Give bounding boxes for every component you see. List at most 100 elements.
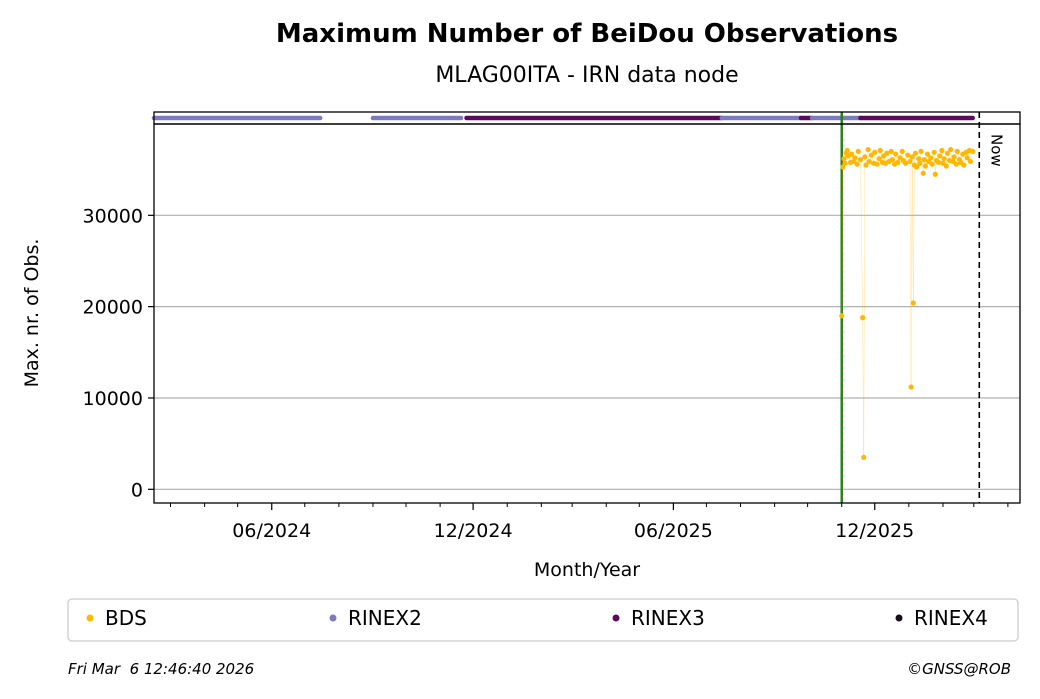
- bds-point: [943, 163, 949, 169]
- bds-point: [929, 161, 935, 167]
- bds-point: [937, 153, 943, 159]
- legend-label-rinex2: RINEX2: [348, 606, 422, 630]
- y-tick-label: 30000: [83, 205, 143, 227]
- y-axis: 0 10000 20000 30000: [83, 205, 154, 501]
- bds-point: [839, 313, 845, 319]
- bds-point: [935, 159, 942, 165]
- legend: BDS RINEX2 RINEX3 RINEX4: [67, 598, 1019, 642]
- bds-point: [855, 148, 861, 154]
- bds-connector: [862, 317, 865, 458]
- bds-point: [924, 151, 931, 157]
- x-axis: 06/2024 12/2024 06/2025 12/2025: [170, 503, 1009, 542]
- bds-connector: [910, 156, 913, 388]
- bds-point: [841, 156, 847, 162]
- bds-point: [922, 163, 928, 169]
- bds-point: [877, 147, 883, 154]
- bds-point: [953, 161, 959, 167]
- bds-point: [905, 152, 911, 158]
- bds-point: [895, 159, 901, 165]
- bds-point: [874, 161, 880, 167]
- bds-point: [902, 160, 909, 166]
- bds-point: [964, 155, 970, 161]
- plot-frame: [153, 123, 1021, 504]
- y-tick-label: 0: [131, 479, 143, 501]
- bds-point: [860, 315, 866, 321]
- bds-point: [941, 156, 947, 162]
- bds-point: [931, 149, 937, 155]
- bds-connector: [933, 152, 936, 175]
- legend-box: [67, 598, 1019, 642]
- bds-point: [910, 300, 916, 306]
- bds-point: [944, 150, 950, 156]
- bds-points: [839, 146, 976, 460]
- bds-point: [863, 162, 869, 168]
- legend-label-rinex4: RINEX4: [914, 606, 988, 630]
- bds-point: [967, 158, 974, 165]
- bds-point: [921, 157, 927, 163]
- bds-point: [970, 148, 976, 154]
- footer-timestamp: Fri Mar 6 12:46:40 2026: [68, 660, 254, 678]
- bds-point: [876, 156, 882, 162]
- bds-point: [932, 171, 938, 177]
- chart-subtitle: MLAG00ITA - IRN data node: [435, 63, 738, 88]
- bds-point: [954, 148, 960, 154]
- footer-credit: ©GNSS@ROB: [907, 660, 1011, 678]
- y-tick-label: 20000: [83, 297, 143, 319]
- bds-connector: [912, 165, 915, 303]
- bds-point: [951, 154, 957, 160]
- bds-point: [948, 146, 954, 153]
- date-marker-lines: [840, 112, 981, 503]
- legend-marker-rinex3: [612, 614, 620, 622]
- bds-point: [918, 148, 924, 154]
- x-tick-label: 12/2024: [434, 520, 513, 542]
- legend-label-rinex3: RINEX3: [631, 606, 705, 630]
- bds-point: [907, 158, 913, 165]
- availability-frame: [153, 111, 1021, 125]
- bds-point: [865, 146, 871, 153]
- bds-point: [844, 147, 850, 154]
- bds-point: [908, 384, 914, 390]
- legend-marker-rinex2: [329, 614, 337, 622]
- bds-point: [917, 160, 923, 166]
- bds-point: [857, 157, 864, 163]
- bds-connector: [911, 156, 914, 303]
- bds-point: [889, 157, 895, 163]
- bds-point: [842, 160, 848, 166]
- bds-point: [866, 158, 872, 165]
- bds-point: [916, 156, 922, 162]
- x-tick-label: 06/2025: [634, 520, 713, 542]
- bds-point: [913, 164, 920, 170]
- bds-point: [899, 148, 905, 154]
- x-tick-label: 06/2024: [232, 520, 311, 542]
- bds-connector: [841, 166, 844, 316]
- bds-point: [872, 149, 878, 155]
- chart-title: Maximum Number of BeiDou Observations: [276, 19, 898, 49]
- bds-point: [862, 154, 868, 160]
- legend-marker-bds: [86, 614, 94, 622]
- bds-point: [861, 454, 867, 460]
- y-axis-label: Max. nr. of Obs.: [21, 239, 43, 388]
- y-tick-label: 10000: [83, 388, 143, 410]
- bds-point: [912, 150, 919, 156]
- legend-marker-rinex4: [895, 614, 903, 622]
- bds-connector: [863, 156, 866, 458]
- bds-point: [893, 151, 899, 157]
- bds-point: [961, 162, 967, 168]
- bds-point: [939, 147, 945, 154]
- grid-lines: [154, 214, 1020, 490]
- legend-label-bds: BDS: [105, 606, 147, 630]
- bds-point: [928, 155, 934, 161]
- bds-point: [909, 154, 915, 160]
- bds-point: [884, 150, 890, 156]
- bds-point: [854, 161, 860, 167]
- bds-point: [852, 155, 858, 161]
- bds-point: [888, 148, 894, 154]
- now-label: Now: [987, 134, 1005, 167]
- bds-connector: [860, 159, 863, 318]
- x-axis-label: Month/Year: [534, 559, 640, 581]
- bds-point: [920, 170, 926, 176]
- x-tick-label: 12/2025: [835, 520, 914, 542]
- bds-connector: [909, 161, 912, 388]
- bds-point: [849, 151, 855, 157]
